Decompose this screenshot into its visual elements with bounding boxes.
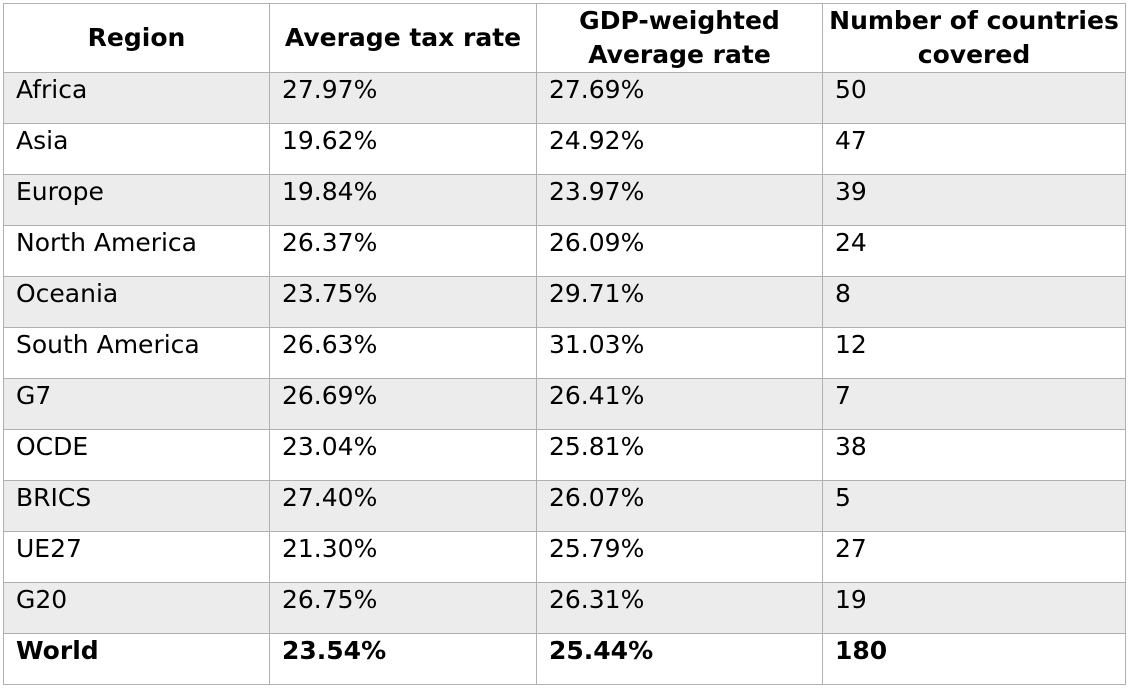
cell-gdp-weighted-rate: 29.71% xyxy=(536,276,823,328)
cell-region: Oceania xyxy=(3,276,270,328)
cell-gdp-weighted-rate: 24.92% xyxy=(536,123,823,175)
table-row: North America 26.37% 26.09% 24 xyxy=(3,225,1126,277)
table-row: G7 26.69% 26.41% 7 xyxy=(3,378,1126,430)
cell-gdp-weighted-rate: 23.97% xyxy=(536,174,823,226)
cell-average-tax-rate: 26.63% xyxy=(269,327,537,379)
table-row: Oceania 23.75% 29.71% 8 xyxy=(3,276,1126,328)
cell-countries-covered: 7 xyxy=(822,378,1126,430)
tax-rate-table: Region Average tax rate GDP-weighted Ave… xyxy=(3,3,1126,685)
cell-average-tax-rate: 26.69% xyxy=(269,378,537,430)
cell-average-tax-rate: 27.97% xyxy=(269,72,537,124)
cell-region: Africa xyxy=(3,72,270,124)
header-average-tax-rate: Average tax rate xyxy=(269,3,537,73)
cell-average-tax-rate: 26.75% xyxy=(269,582,537,634)
total-cell-region: World xyxy=(3,633,270,685)
cell-region: G7 xyxy=(3,378,270,430)
cell-average-tax-rate: 26.37% xyxy=(269,225,537,277)
cell-countries-covered: 19 xyxy=(822,582,1126,634)
cell-gdp-weighted-rate: 25.81% xyxy=(536,429,823,481)
cell-average-tax-rate: 19.62% xyxy=(269,123,537,175)
cell-countries-covered: 12 xyxy=(822,327,1126,379)
header-row: Region Average tax rate GDP-weighted Ave… xyxy=(3,3,1126,73)
cell-gdp-weighted-rate: 26.31% xyxy=(536,582,823,634)
cell-countries-covered: 47 xyxy=(822,123,1126,175)
cell-region: UE27 xyxy=(3,531,270,583)
cell-region: North America xyxy=(3,225,270,277)
cell-average-tax-rate: 23.75% xyxy=(269,276,537,328)
total-cell-gdp-weighted-rate: 25.44% xyxy=(536,633,823,685)
total-cell-countries-covered: 180 xyxy=(822,633,1126,685)
cell-countries-covered: 5 xyxy=(822,480,1126,532)
table-row: OCDE 23.04% 25.81% 38 xyxy=(3,429,1126,481)
cell-average-tax-rate: 19.84% xyxy=(269,174,537,226)
table-row: UE27 21.30% 25.79% 27 xyxy=(3,531,1126,583)
cell-average-tax-rate: 21.30% xyxy=(269,531,537,583)
cell-countries-covered: 39 xyxy=(822,174,1126,226)
cell-gdp-weighted-rate: 26.09% xyxy=(536,225,823,277)
cell-gdp-weighted-rate: 25.79% xyxy=(536,531,823,583)
cell-region: Asia xyxy=(3,123,270,175)
cell-region: BRICS xyxy=(3,480,270,532)
cell-gdp-weighted-rate: 27.69% xyxy=(536,72,823,124)
cell-countries-covered: 27 xyxy=(822,531,1126,583)
table-body: Africa 27.97% 27.69% 50 Asia 19.62% 24.92% 47 Eu… xyxy=(3,72,1126,685)
table-row: Africa 27.97% 27.69% 50 xyxy=(3,72,1126,124)
cell-gdp-weighted-rate: 26.41% xyxy=(536,378,823,430)
cell-average-tax-rate: 23.04% xyxy=(269,429,537,481)
table-row: Asia 19.62% 24.92% 47 xyxy=(3,123,1126,175)
cell-region: Europe xyxy=(3,174,270,226)
cell-countries-covered: 50 xyxy=(822,72,1126,124)
cell-gdp-weighted-rate: 26.07% xyxy=(536,480,823,532)
cell-countries-covered: 24 xyxy=(822,225,1126,277)
total-row: World 23.54% 25.44% 180 xyxy=(3,633,1126,685)
table-row: BRICS 27.40% 26.07% 5 xyxy=(3,480,1126,532)
cell-gdp-weighted-rate: 31.03% xyxy=(536,327,823,379)
cell-region: South America xyxy=(3,327,270,379)
header-region: Region xyxy=(3,3,270,73)
table-row: South America 26.63% 31.03% 12 xyxy=(3,327,1126,379)
cell-average-tax-rate: 27.40% xyxy=(269,480,537,532)
table-row: Europe 19.84% 23.97% 39 xyxy=(3,174,1126,226)
cell-countries-covered: 38 xyxy=(822,429,1126,481)
table-row: G20 26.75% 26.31% 19 xyxy=(3,582,1126,634)
cell-countries-covered: 8 xyxy=(822,276,1126,328)
header-countries-covered: Number of countries covered xyxy=(822,3,1126,73)
header-gdp-weighted-rate: GDP-weighted Average rate xyxy=(536,3,823,73)
total-cell-average-tax-rate: 23.54% xyxy=(269,633,537,685)
cell-region: OCDE xyxy=(3,429,270,481)
cell-region: G20 xyxy=(3,582,270,634)
